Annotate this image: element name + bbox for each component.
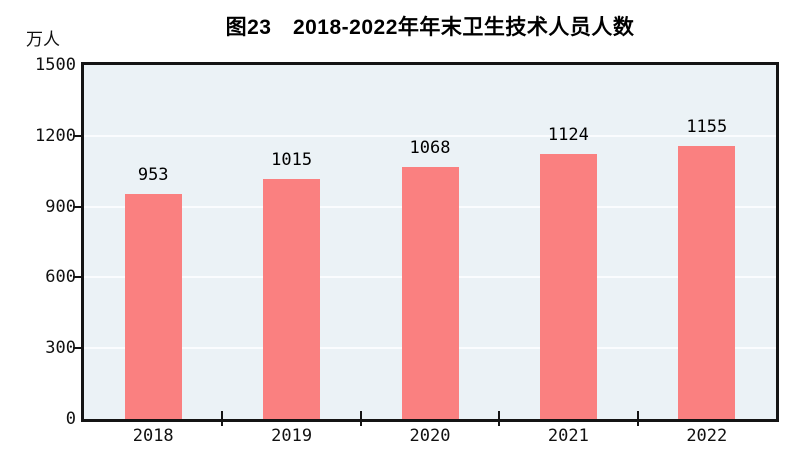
y-tick-label-600: 600 bbox=[45, 267, 76, 288]
y-axis-unit-label: 万人 bbox=[26, 30, 60, 49]
bar-value-2018: 953 bbox=[137, 165, 169, 186]
chart-title: 图23 2018-2022年年末卫生技术人员人数 bbox=[225, 16, 635, 39]
y-tick-label-900: 900 bbox=[45, 196, 76, 217]
y-tick-label-0: 0 bbox=[65, 409, 76, 429]
bar-2018 bbox=[124, 194, 182, 419]
y-tick-mark-300 bbox=[73, 347, 81, 350]
bar-value-2020: 1068 bbox=[409, 137, 451, 158]
y-tick-label-300: 300 bbox=[45, 338, 76, 359]
x-tick-label-2018: 2018 bbox=[132, 426, 174, 446]
bar-2020 bbox=[401, 166, 459, 419]
y-tick-mark-900 bbox=[73, 205, 81, 208]
x-tick-label-2020: 2020 bbox=[409, 426, 451, 446]
bar-value-2019: 1015 bbox=[271, 150, 313, 171]
bar-2021 bbox=[539, 153, 597, 419]
y-tick-label-1500: 1500 bbox=[35, 55, 76, 75]
x-tick-mark-2 bbox=[359, 411, 362, 426]
bar-value-2021: 1124 bbox=[547, 124, 589, 145]
y-tick-label-1200: 1200 bbox=[35, 125, 76, 146]
x-tick-label-2021: 2021 bbox=[547, 426, 589, 446]
plot-area: 953 1015 1068 1124 1155 bbox=[81, 62, 779, 422]
x-tick-label-2019: 2019 bbox=[271, 426, 313, 446]
x-tick-mark-3 bbox=[498, 411, 501, 426]
y-tick-mark-1200 bbox=[73, 134, 81, 137]
y-tick-mark-600 bbox=[73, 276, 81, 279]
gridline-1200 bbox=[84, 134, 776, 137]
x-tick-mark-4 bbox=[636, 411, 639, 426]
x-tick-label-2022: 2022 bbox=[686, 426, 728, 446]
bar-value-2022: 1155 bbox=[686, 117, 728, 138]
bar-2022 bbox=[678, 146, 736, 419]
x-tick-mark-1 bbox=[221, 411, 224, 426]
bar-2019 bbox=[263, 179, 321, 419]
